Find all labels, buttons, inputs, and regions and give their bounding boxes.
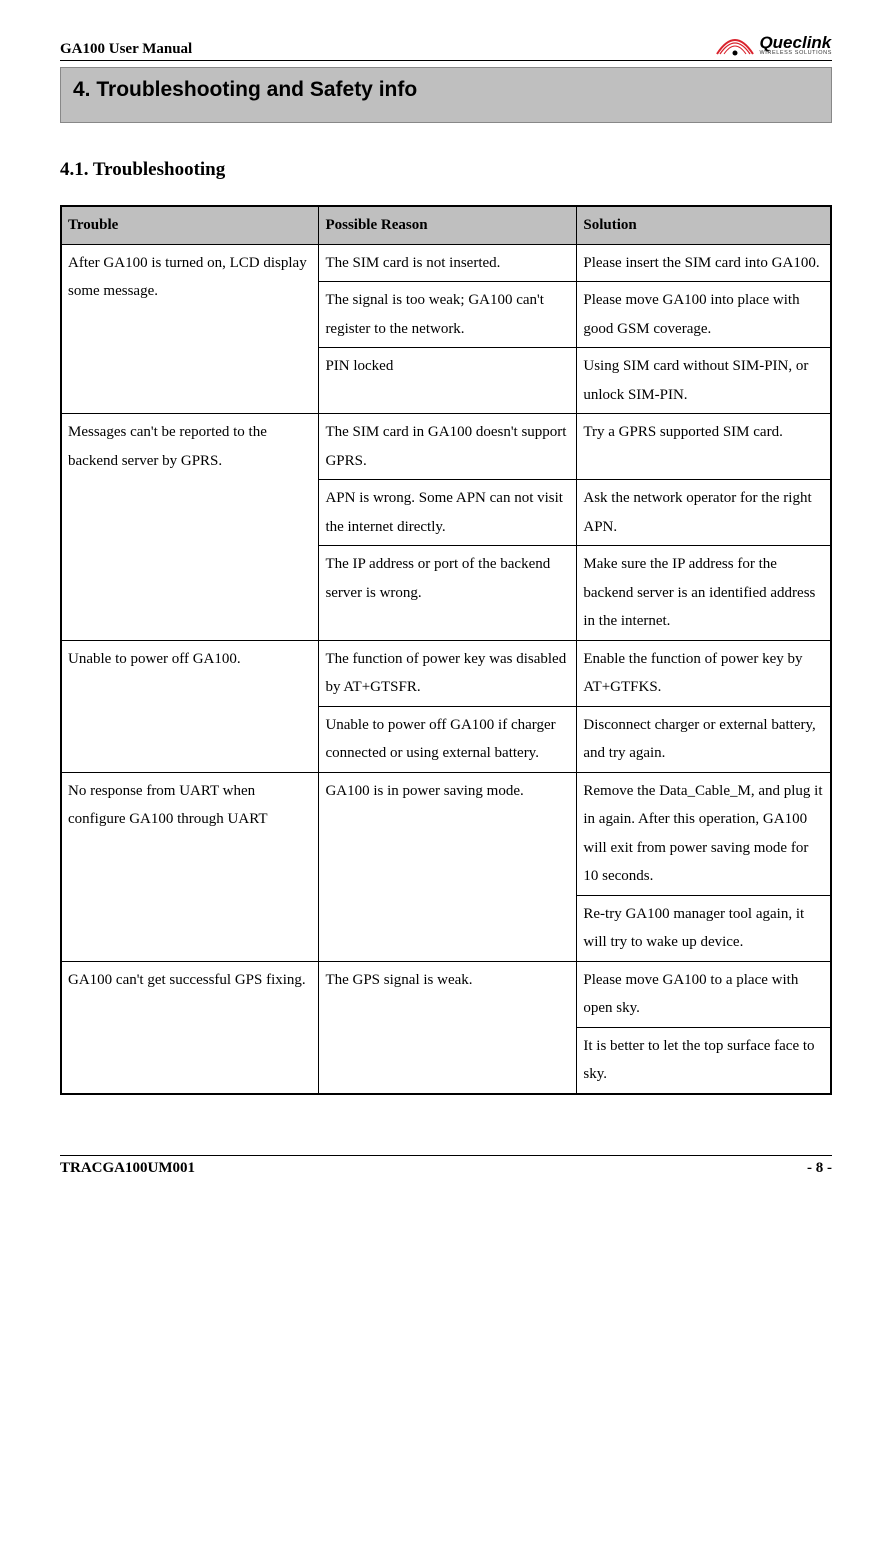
cell-solution: Re-try GA100 manager tool again, it will… (577, 895, 831, 961)
section-heading: 4.1. Troubleshooting (60, 159, 832, 181)
chapter-title: 4. Troubleshooting and Safety info (73, 78, 417, 101)
cell-solution: Enable the function of power key by AT+G… (577, 640, 831, 706)
cell-solution: Remove the Data_Cable_M, and plug it in … (577, 772, 831, 895)
cell-trouble: After GA100 is turned on, LCD display so… (61, 244, 319, 414)
table-header-row: Trouble Possible Reason Solution (61, 206, 831, 244)
cell-trouble: GA100 can't get successful GPS fixing. (61, 961, 319, 1094)
table-row: No response from UART when configure GA1… (61, 772, 831, 895)
cell-reason: The SIM card is not inserted. (319, 244, 577, 282)
cell-solution: Please move GA100 to a place with open s… (577, 961, 831, 1027)
cell-trouble: No response from UART when configure GA1… (61, 772, 319, 961)
troubleshooting-table: Trouble Possible Reason Solution After G… (60, 205, 832, 1095)
cell-reason: The IP address or port of the backend se… (319, 546, 577, 641)
table-row: GA100 can't get successful GPS fixing. T… (61, 961, 831, 1027)
doc-title: GA100 User Manual (60, 41, 192, 58)
page-number: - 8 - (807, 1160, 832, 1177)
brand-logo: Queclink WIRELESS SOLUTIONS (715, 32, 832, 58)
doc-code: TRACGA100UM001 (60, 1160, 195, 1177)
col-trouble: Trouble (61, 206, 319, 244)
logo-text: Queclink WIRELESS SOLUTIONS (759, 34, 832, 57)
col-solution: Solution (577, 206, 831, 244)
chapter-title-bar: 4. Troubleshooting and Safety info (60, 67, 832, 123)
cell-reason: The signal is too weak; GA100 can't regi… (319, 282, 577, 348)
cell-reason: APN is wrong. Some APN can not visit the… (319, 480, 577, 546)
table-row: Unable to power off GA100. The function … (61, 640, 831, 706)
cell-trouble: Messages can't be reported to the backen… (61, 414, 319, 641)
cell-reason: PIN locked (319, 348, 577, 414)
logo-brand: Queclink (759, 34, 832, 51)
table-row: Messages can't be reported to the backen… (61, 414, 831, 480)
cell-reason: The function of power key was disabled b… (319, 640, 577, 706)
cell-solution: Please move GA100 into place with good G… (577, 282, 831, 348)
cell-reason: Unable to power off GA100 if charger con… (319, 706, 577, 772)
cell-solution: Ask the network operator for the right A… (577, 480, 831, 546)
cell-solution: Disconnect charger or external battery, … (577, 706, 831, 772)
table-row: After GA100 is turned on, LCD display so… (61, 244, 831, 282)
page-footer: TRACGA100UM001 - 8 - (60, 1155, 832, 1177)
cell-solution: Please insert the SIM card into GA100. (577, 244, 831, 282)
cell-solution: Try a GPRS supported SIM card. (577, 414, 831, 480)
cell-solution: It is better to let the top surface face… (577, 1027, 831, 1094)
cell-reason: The SIM card in GA100 doesn't support GP… (319, 414, 577, 480)
col-reason: Possible Reason (319, 206, 577, 244)
cell-reason: The GPS signal is weak. (319, 961, 577, 1094)
cell-solution: Make sure the IP address for the backend… (577, 546, 831, 641)
cell-solution: Using SIM card without SIM-PIN, or unloc… (577, 348, 831, 414)
logo-tagline: WIRELESS SOLUTIONS (759, 51, 832, 57)
logo-icon (715, 32, 755, 58)
cell-reason: GA100 is in power saving mode. (319, 772, 577, 961)
cell-trouble: Unable to power off GA100. (61, 640, 319, 772)
page-header: GA100 User Manual Queclink WIRELESS SOLU… (60, 32, 832, 61)
